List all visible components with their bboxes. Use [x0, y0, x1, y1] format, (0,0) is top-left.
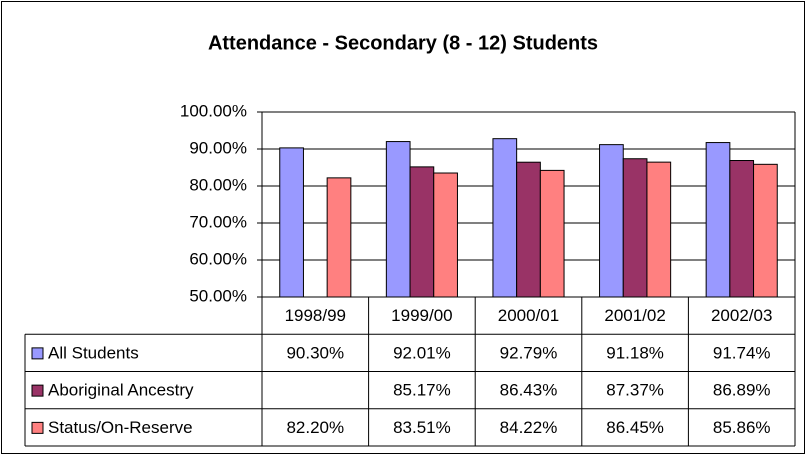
value-label: 85.17%	[393, 381, 451, 400]
x-tick-label: 1999/00	[391, 306, 452, 325]
bar	[539, 169, 565, 298]
value-label: 86.43%	[500, 381, 558, 400]
value-label: 85.86%	[713, 418, 771, 437]
value-label: 87.37%	[606, 381, 664, 400]
legend-label: All Students	[48, 343, 139, 362]
bar	[646, 161, 672, 298]
value-label: 84.22%	[500, 418, 558, 437]
bar	[492, 138, 518, 298]
bar	[729, 160, 755, 298]
x-tick-label: 2001/02	[604, 306, 665, 325]
legend-key	[31, 421, 44, 434]
bar	[409, 166, 435, 298]
value-label: 86.89%	[713, 381, 771, 400]
value-label: 83.51%	[393, 418, 451, 437]
legend-label: Aboriginal Ancestry	[48, 381, 194, 400]
value-label: 92.01%	[393, 343, 451, 362]
value-label: 86.45%	[606, 418, 664, 437]
y-tick-label: 80.00%	[189, 175, 247, 194]
value-label: 91.18%	[606, 343, 664, 362]
bar	[599, 144, 624, 298]
bar	[385, 141, 411, 298]
bar	[326, 177, 352, 298]
bar	[516, 161, 541, 298]
x-tick-label: 2000/01	[498, 306, 559, 325]
x-tick-label: 1998/99	[285, 306, 346, 325]
bar	[433, 172, 458, 298]
y-tick-label: 50.00%	[189, 286, 247, 305]
value-label: 90.30%	[286, 343, 344, 362]
y-tick-label: 60.00%	[189, 249, 247, 268]
legend-label: Status/On-Reserve	[48, 418, 193, 437]
value-label: 92.79%	[500, 343, 558, 362]
legend-key	[31, 347, 44, 360]
value-label: 82.20%	[286, 418, 344, 437]
y-tick-label: 70.00%	[189, 212, 247, 231]
bar	[753, 163, 778, 298]
bar	[279, 147, 304, 298]
value-label: 91.74%	[713, 343, 771, 362]
legend-key	[31, 384, 44, 397]
chart-title: Attendance - Secondary (8 - 12) Students	[208, 32, 598, 54]
y-tick-label: 100.00%	[180, 101, 247, 120]
y-tick-label: 90.00%	[189, 138, 247, 157]
bar	[705, 142, 731, 298]
bar	[622, 158, 648, 298]
x-tick-label: 2002/03	[711, 306, 772, 325]
